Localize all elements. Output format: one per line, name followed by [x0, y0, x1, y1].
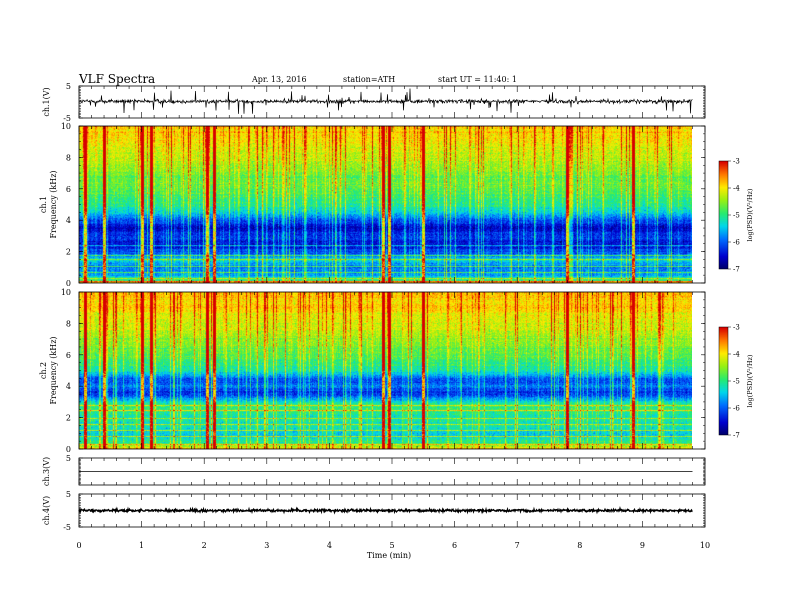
x-tick-label: 5 [389, 541, 394, 550]
figure-title: VLF Spectra [78, 72, 155, 86]
colorbar-tick-label: -3 [733, 158, 740, 166]
ch1-spectrogram-panel: 0 2 4 6 8 10 ch.1 Frequency (kHz) [39, 122, 706, 288]
ch2-colorbar-image [719, 327, 728, 435]
y-tick-label: 6 [66, 185, 71, 194]
colorbar-label: log(PSD)(V²/Hz) [746, 188, 754, 241]
y-axis-label: ch.2 [39, 362, 48, 379]
ch4-waveform-panel: 5 -5 ch.4(V) [42, 490, 706, 532]
y-tick-label: 8 [66, 153, 71, 162]
colorbar-tick-label: -6 [733, 239, 740, 247]
y-tick-label: 2 [66, 414, 71, 423]
ch1-spectrogram-image [79, 126, 692, 283]
start-time-label: start UT = 11:40: 1 [438, 75, 517, 84]
x-tick-label: 7 [515, 541, 520, 550]
ch1-waveform-panel: 5 -5 ch.1(V) [42, 82, 706, 123]
ch1-colorbar-image [719, 161, 728, 269]
x-tick-label: 4 [327, 541, 332, 550]
ch1-colorbar: -7 -6 -5 -4 -3 log(PSD)(V²/Hz) [718, 158, 754, 274]
y-axis-label: ch.1(V) [42, 87, 51, 116]
y-axis-label: ch.1 [39, 196, 48, 213]
colorbar-tick-label: -7 [733, 266, 740, 274]
y-tick-label: 5 [66, 490, 71, 499]
date-label: Apr. 13, 2016 [251, 75, 307, 84]
y-tick-label: 6 [66, 351, 71, 360]
x-tick-label: 3 [264, 541, 269, 550]
colorbar-tick-label: -4 [733, 351, 740, 359]
ch2-spectrogram-image [79, 292, 692, 449]
x-tick-label: 0 [76, 541, 81, 550]
x-tick-label: 9 [640, 541, 645, 550]
x-tick-label: 6 [452, 541, 457, 550]
y-tick-label: 2 [66, 248, 71, 257]
x-tick-label: 2 [202, 541, 207, 550]
y-tick-label: -5 [63, 523, 71, 532]
colorbar-label: log(PSD)(V²/Hz) [746, 354, 754, 407]
ch4-waveform-trace [78, 506, 693, 515]
colorbar-tick-label: -3 [733, 324, 740, 332]
y-tick-label: 5 [66, 82, 71, 91]
ch2-colorbar: -7 -6 -5 -4 -3 log(PSD)(V²/Hz) [718, 324, 754, 440]
x-tick-label: 8 [577, 541, 582, 550]
time-axis: 0 1 2 3 4 5 6 7 8 9 10 [76, 541, 710, 550]
y-axis-label: Frequency (kHz) [49, 336, 58, 404]
y-tick-label: 0 [66, 279, 71, 288]
colorbar-tick-label: -7 [733, 432, 740, 440]
x-axis-label: Time (min) [367, 551, 411, 560]
ch2-spectrogram-panel: 0 2 4 6 8 10 ch.2 Frequency (kHz) [39, 288, 706, 454]
colorbar-tick-label: -5 [733, 378, 740, 386]
y-tick-label: 0 [66, 445, 71, 454]
y-tick-label: -5 [63, 114, 71, 123]
y-tick-label: 4 [66, 382, 71, 391]
y-axis-label: Frequency (kHz) [49, 170, 58, 238]
y-tick-label: 10 [61, 288, 71, 297]
y-axis-label: ch.4(V) [42, 496, 51, 525]
y-tick-label: 4 [66, 216, 71, 225]
y-tick-label: 10 [61, 122, 71, 131]
colorbar-tick-label: -6 [733, 405, 740, 413]
x-tick-label: 10 [700, 541, 710, 550]
colorbar-tick-label: -4 [733, 185, 740, 193]
y-tick-label: 5 [66, 454, 71, 463]
station-label: station=ATH [343, 75, 395, 84]
ch1-waveform-trace [78, 88, 693, 114]
y-tick-label: 8 [66, 319, 71, 328]
y-axis-label: ch.3(V) [42, 457, 51, 486]
colorbar-tick-label: -5 [733, 212, 740, 220]
ch3-waveform-panel: 5 ch.3(V) [42, 454, 706, 486]
x-tick-label: 1 [139, 541, 144, 550]
